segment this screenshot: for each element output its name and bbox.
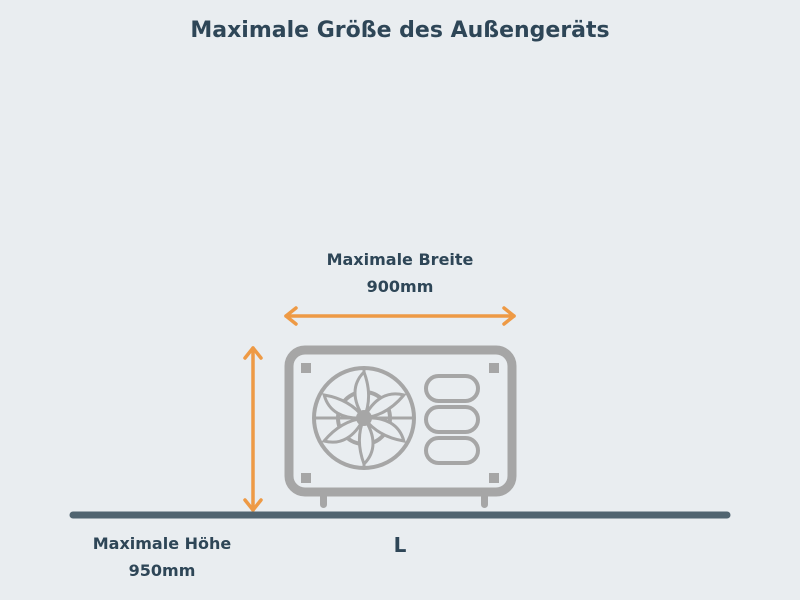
fan-icon (312, 366, 416, 470)
max-width-title: Maximale Breite (326, 250, 474, 269)
height-arrow-icon (243, 346, 263, 512)
outdoor-unit-icon (284, 345, 517, 508)
page-title: Maximale Größe des Außengeräts (190, 18, 610, 43)
max-width-value: 900mm (366, 277, 434, 296)
max-height-title: Maximale Höhe (92, 534, 232, 553)
max-height-value: 950mm (128, 561, 196, 580)
max-width-label: Maximale Breite 900mm (300, 246, 500, 300)
size-class-label: L (393, 533, 407, 557)
width-arrow-icon (284, 306, 516, 326)
max-height-label: Maximale Höhe 950mm (62, 530, 262, 584)
